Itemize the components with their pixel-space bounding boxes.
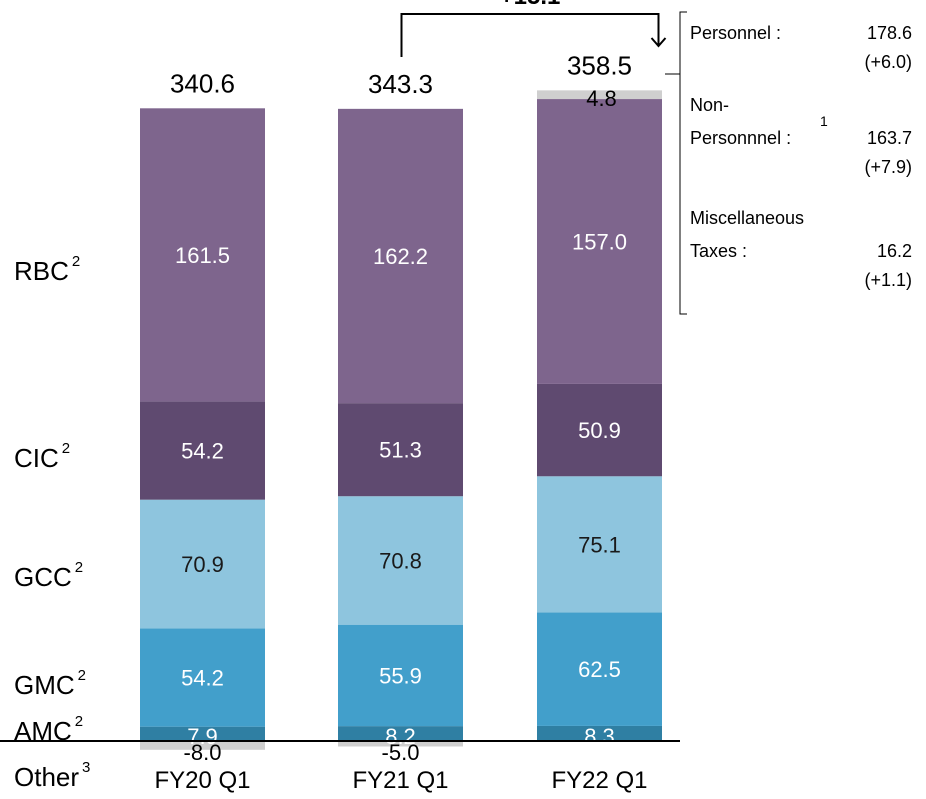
value-label-gmc-2: 62.5	[578, 657, 621, 682]
value-label-cic-2: 50.9	[578, 418, 621, 443]
value-label-other-0: -8.0	[184, 740, 222, 765]
series-label-cic: CIC	[14, 443, 59, 473]
value-label-gcc-2: 75.1	[578, 532, 621, 557]
category-label-1: FY21 Q1	[352, 767, 448, 794]
category-label-0: FY20 Q1	[154, 767, 250, 794]
value-label-cic-0: 54.2	[181, 439, 224, 464]
bar-segment-gcc-1	[338, 496, 463, 625]
bar-segment-other-2	[537, 90, 662, 100]
value-label-gmc-1: 55.9	[379, 663, 422, 688]
bar-segment-other-1	[338, 741, 463, 747]
value-label-gmc-0: 54.2	[181, 665, 224, 690]
bar-segment-rbc-0	[140, 108, 265, 402]
bar-segment-gcc-0	[140, 499, 265, 629]
non-personnel-label-line1: Non-	[690, 95, 730, 115]
bar-segment-rbc-2	[537, 99, 662, 384]
value-label-cic-1: 51.3	[379, 438, 422, 463]
total-label-0: 340.6	[170, 68, 235, 98]
non-personnel-value: 163.7	[866, 128, 912, 148]
increase-annotation: +15.1	[500, 0, 561, 10]
non-personnel-label-line2: Personnnel :	[690, 128, 792, 148]
series-label-sup-gcc: 2	[75, 559, 83, 576]
series-label-sup-other: 3	[82, 759, 90, 776]
breakdown-panel: Personnel : 178.6 (+6.0) Non- 1 Personnn…	[690, 0, 926, 320]
taxes-label-line1: Miscellaneous	[690, 208, 805, 228]
value-label-amc-1: 8.2	[385, 724, 416, 749]
bar-segment-amc-1	[338, 726, 463, 741]
value-label-other-2: 4.8	[586, 86, 617, 111]
series-label-rbc: RBC	[14, 256, 69, 286]
bar-segment-gmc-0	[140, 628, 265, 727]
value-label-gcc-0: 70.9	[181, 552, 224, 577]
bar-segment-amc-0	[140, 726, 265, 741]
taxes-value: 16.2	[876, 241, 912, 261]
non-personnel-footnote: 1	[820, 113, 828, 129]
value-label-amc-2: 8.3	[584, 724, 615, 749]
total-label-2: 358.5	[567, 50, 632, 80]
series-label-gmc: GMC	[14, 670, 75, 700]
bar-segment-gmc-1	[338, 624, 463, 727]
non-personnel-change: (+7.9)	[864, 157, 912, 177]
increase-arrow-line	[400, 13, 660, 57]
bar-segment-other-0	[140, 741, 265, 750]
breakdown-bracket	[665, 11, 687, 315]
bar-segment-gmc-2	[537, 612, 662, 726]
category-label-2: FY22 Q1	[551, 767, 647, 794]
bar-segment-amc-2	[537, 725, 662, 741]
taxes-change: (+1.1)	[864, 270, 912, 290]
personnel-value: 178.6	[866, 23, 912, 43]
total-label-1: 343.3	[368, 69, 433, 99]
value-label-amc-0: 7.9	[187, 724, 218, 749]
personnel-change: (+6.0)	[864, 52, 912, 72]
bar-segment-rbc-1	[338, 108, 463, 404]
increase-arrow-head	[650, 37, 667, 48]
bar-segment-gcc-2	[537, 476, 662, 613]
value-label-rbc-1: 162.2	[373, 244, 428, 269]
value-label-rbc-2: 157.0	[572, 229, 627, 254]
series-label-sup-amc: 2	[75, 713, 83, 730]
series-label-other: Other	[14, 762, 79, 792]
bar-segment-cic-2	[537, 383, 662, 477]
bar-segment-cic-0	[140, 401, 265, 500]
series-label-sup-cic: 2	[62, 440, 70, 457]
value-label-gcc-1: 70.8	[379, 548, 422, 573]
value-label-rbc-0: 161.5	[175, 243, 230, 268]
series-label-gcc: GCC	[14, 562, 72, 592]
personnel-label: Personnel :	[690, 23, 782, 43]
taxes-label-line2: Taxes :	[690, 241, 748, 261]
series-label-sup-gmc: 2	[78, 667, 86, 684]
series-label-amc: AMC	[14, 716, 72, 746]
value-label-other-1: -5.0	[382, 740, 420, 765]
bar-segment-cic-1	[338, 403, 463, 497]
series-label-sup-rbc: 2	[72, 253, 80, 270]
